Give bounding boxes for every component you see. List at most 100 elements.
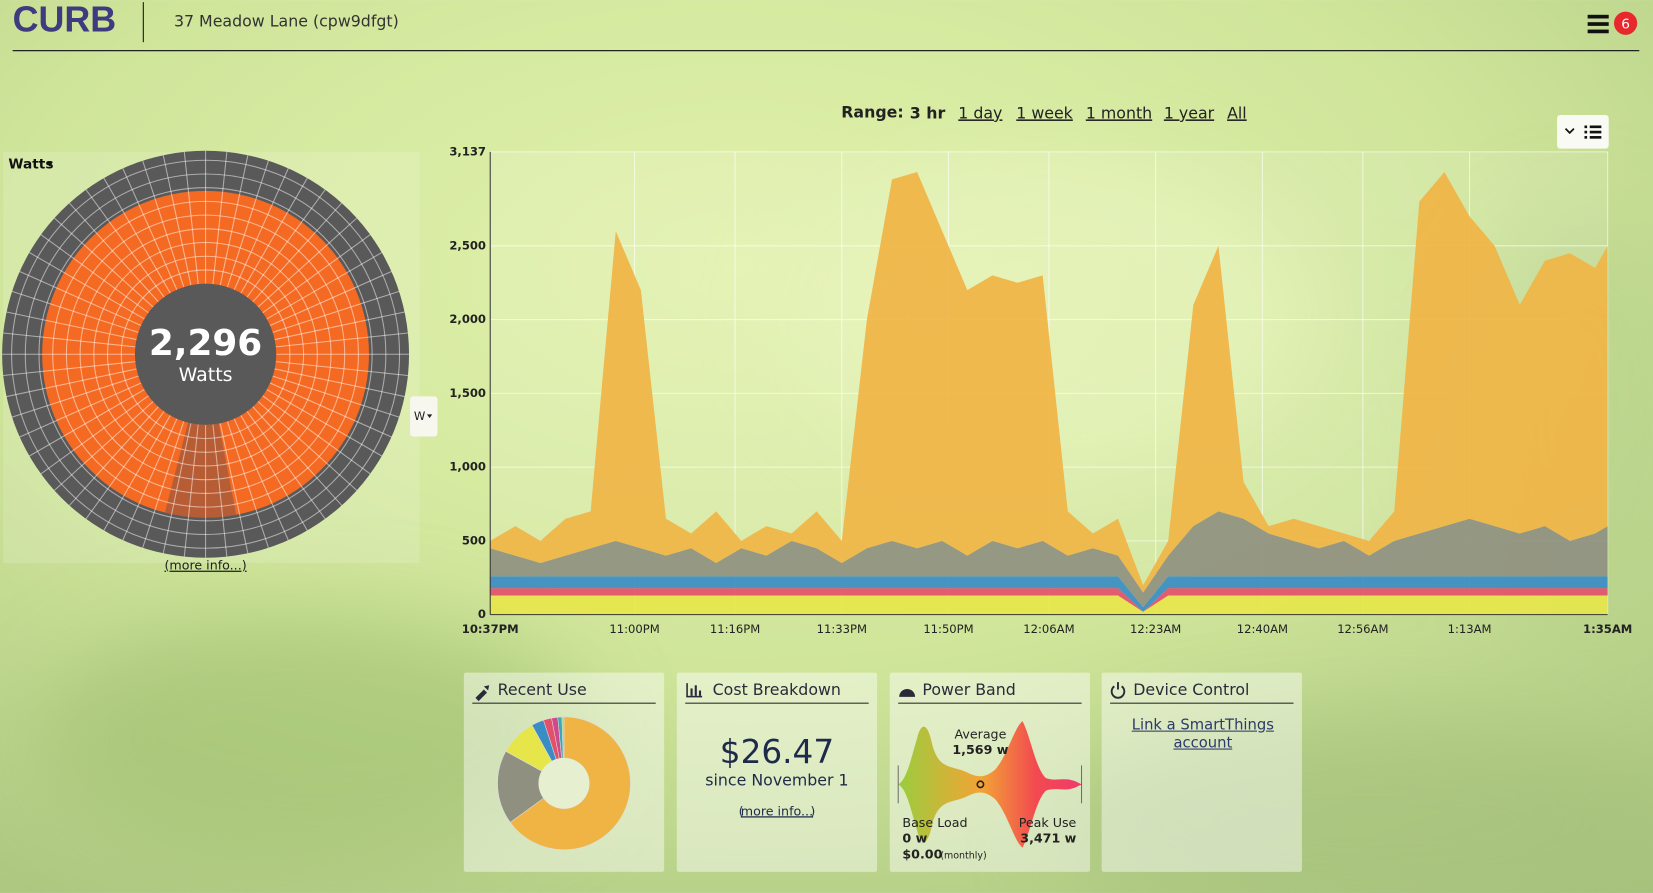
gauge-spoke [19,271,142,327]
gauge-spoke [40,395,149,475]
average-value: 1,569 w [952,742,1008,757]
gauge-spoke [266,389,383,457]
x-tick-label: 11:16PM [710,622,760,636]
gauge-spoke [6,368,137,398]
base-label: Base Load [902,815,967,830]
unit-button[interactable] [410,396,438,437]
cost-more-info[interactable]: more info... [741,803,813,818]
range-option[interactable]: 1 day [958,103,1002,122]
gauge-spoke [226,421,269,548]
notification-badge[interactable] [1613,11,1638,35]
x-tick-label: 11:33PM [817,622,867,636]
area [490,595,1608,615]
gauge-spoke [219,155,249,286]
gauge-spoke [219,423,249,554]
gauge-spoke [266,252,383,320]
x-tick-label: 11:00PM [609,622,659,636]
x-tick-label: 12:23AM [1130,622,1181,636]
chart-options[interactable] [1557,114,1609,149]
gauge-value: 2,296 [149,323,262,364]
gauge-spoke [269,271,392,327]
base-cost-period: (monthly) [940,851,986,862]
y-tick-label: 2,500 [449,238,486,252]
axes: 0 500 1,000 1,500 2,000 2,500 3,137 10:37PM 11:0… [449,144,1632,636]
unit-button-caret [426,414,433,419]
range-option[interactable]: All [1227,103,1247,122]
x-tick-label: 1:35AM [1583,622,1632,636]
gauge-spoke [3,332,136,348]
gauge-spoke [122,418,178,541]
base-cost: $0.00 [902,847,942,862]
logo[interactable]: CURB [13,0,116,40]
gauge-wedge [164,422,237,518]
gauge-spoke [269,382,392,438]
y-tick-label: 1,500 [449,386,486,400]
gauge-spoke [233,418,289,541]
gauge-spoke [11,290,139,333]
gauge-spoke [162,155,192,286]
gauge-spoke [246,189,326,298]
gauge-spoke [257,401,358,491]
pie-hole [538,758,590,809]
gauge-spoke [212,424,228,557]
gauge-spoke [69,202,159,303]
gauge-spoke [226,160,269,288]
area [490,172,1608,593]
x-tick-label: 12:06AM [1023,622,1074,636]
gauge-spoke [252,202,343,303]
area [490,511,1608,608]
gauge-more-info[interactable]: (more info...) [164,558,246,573]
gauge-center [134,283,277,425]
unit-menu[interactable]: Watts [8,156,53,172]
x-tick-label: 10:37PM [462,622,519,636]
paren: ( [739,803,744,818]
smartthings-link[interactable]: Link a SmartThings account [1131,716,1274,752]
gauge-spoke [103,177,171,294]
cost-amount: $26.47 [720,733,834,771]
gauge-spoke [257,217,358,308]
x-tick-label: 11:50PM [923,622,973,636]
average-label: Average [954,726,1006,741]
range-option[interactable]: 3 hr [910,103,946,122]
plug-icon [475,685,490,702]
y-tick-label: 2,000 [449,312,486,326]
gauge-spoke [103,415,171,531]
gauge-spoke [29,252,145,320]
gauge-spoke [3,361,136,377]
base-value: 0 w [902,831,927,846]
gauge-spoke [29,389,145,457]
recent-use-pie [497,716,631,850]
y-tick-label: 0 [478,607,486,621]
x-tick-label: 12:40AM [1237,622,1288,636]
address: 37 Meadow Lane (cpw9dfgt) [174,12,399,31]
range-option[interactable]: 1 year [1164,103,1215,122]
gauge-spoke [262,395,371,475]
y-tick-label: 3,137 [449,144,486,158]
gauge-unit: Watts [179,364,233,386]
gauge-spoke [142,421,185,548]
gauge-spoke [212,151,228,285]
gauge-spoke [142,160,185,288]
link-wrap: Link a SmartThings account [1131,716,1274,752]
power-band-graphic [897,721,1083,848]
cost-since: since November 1 [705,771,848,790]
gauge-spoke [40,234,149,314]
range-option[interactable]: 1 month [1086,103,1152,122]
gauge-spoke [252,406,343,506]
gauge-spoke [11,375,139,418]
gauge-spoke [85,411,165,520]
gauge-spoke [274,368,405,398]
gauge-spoke [183,151,199,285]
menu-button[interactable] [1587,14,1609,34]
power-icon [1110,682,1126,699]
gauge-spoke [6,311,137,341]
notification-count: 6 [1621,16,1630,32]
gauge-spoke [246,411,326,520]
gauge-spoke [122,168,178,290]
range-option[interactable]: 1 week [1016,103,1073,122]
unit-menu-caret [46,162,53,167]
areas [490,172,1608,615]
